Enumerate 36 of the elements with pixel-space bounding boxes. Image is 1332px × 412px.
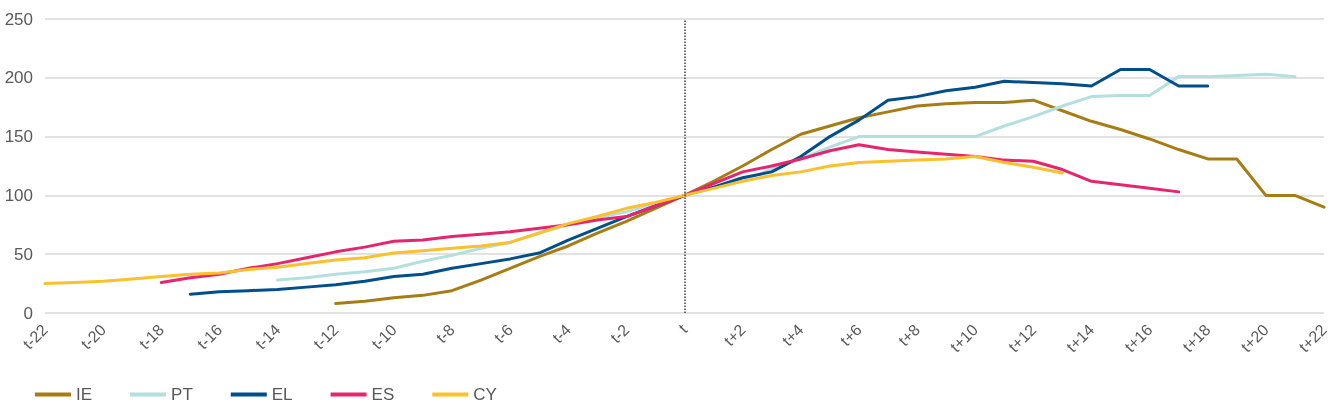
x-tick-label: t+8 xyxy=(895,320,924,350)
y-tick-label: 50 xyxy=(14,244,33,264)
x-tick-label: t-10 xyxy=(368,320,400,353)
y-tick-label: 250 xyxy=(4,9,33,29)
x-tick-label: t-22 xyxy=(19,320,52,353)
x-tick-label: t+12 xyxy=(1004,320,1040,356)
x-tick-label: t-12 xyxy=(310,320,342,353)
line-series xyxy=(334,98,1326,306)
x-tick-label: t-20 xyxy=(77,320,110,353)
y-tick-label: 150 xyxy=(4,127,33,147)
legend-label: PT xyxy=(171,385,193,404)
x-tick-label: t+16 xyxy=(1121,320,1156,356)
legend-label: CY xyxy=(473,385,497,404)
legend-label: IE xyxy=(76,385,93,404)
x-tick-label: t-4 xyxy=(549,320,575,347)
x-tick-label: t+4 xyxy=(778,320,807,350)
legend-label: EL xyxy=(271,385,293,404)
x-tick-label: t-8 xyxy=(432,320,459,347)
x-tick-label: t-6 xyxy=(490,320,517,347)
x-tick-label: t-16 xyxy=(193,320,226,353)
y-tick-label: 100 xyxy=(4,185,33,205)
x-tick-label: t-14 xyxy=(252,320,284,353)
x-tick-label: t+10 xyxy=(946,320,982,356)
x-tick-label: t xyxy=(675,320,691,337)
x-tick-label: t+20 xyxy=(1237,320,1272,356)
y-tick-label: 0 xyxy=(23,303,33,323)
x-tick-label: t+2 xyxy=(720,320,749,350)
x-tick-label: t+22 xyxy=(1295,320,1331,356)
legend-label: ES xyxy=(371,385,395,404)
x-tick-label: t-18 xyxy=(135,320,168,353)
x-tick-label: t+6 xyxy=(836,320,865,350)
x-tick-label: t+18 xyxy=(1179,320,1214,356)
line-series xyxy=(159,143,1181,284)
x-tick-label: t-2 xyxy=(607,320,633,347)
y-tick-label: 200 xyxy=(4,68,33,88)
line-series xyxy=(43,155,1064,286)
